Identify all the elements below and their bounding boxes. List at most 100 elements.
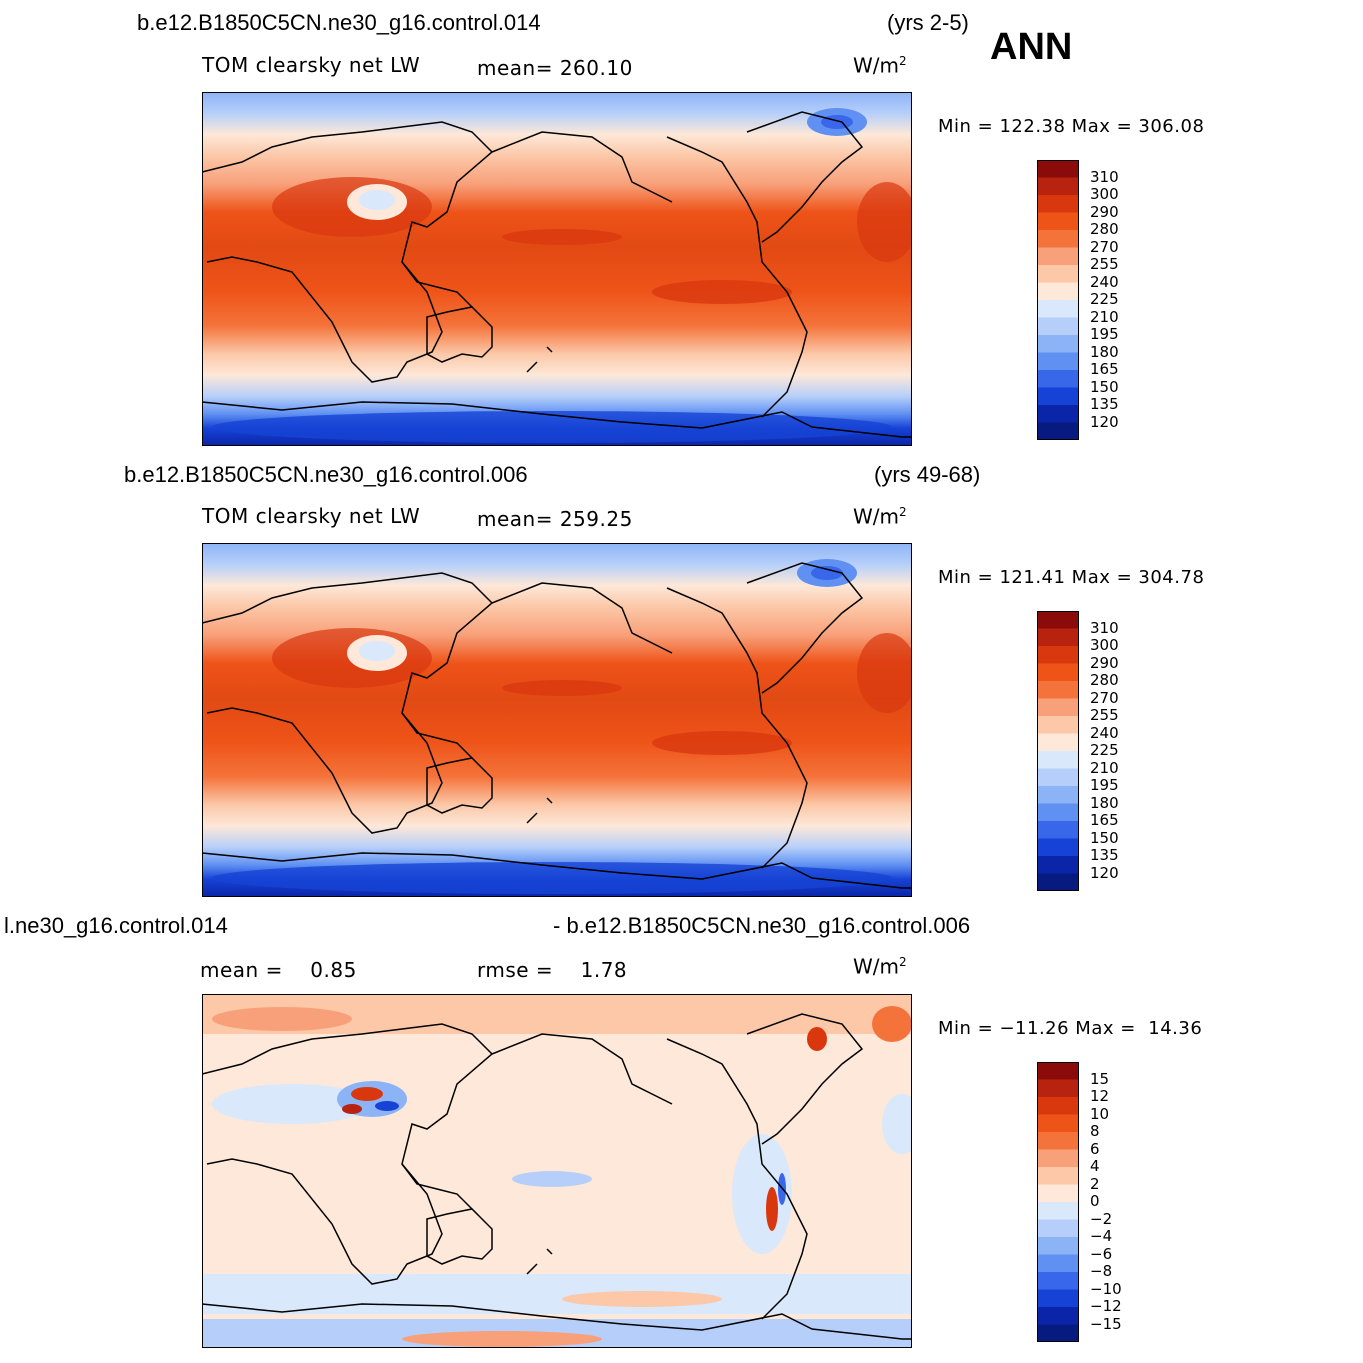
colorbar-box (1037, 370, 1079, 388)
colorbar-label: −12 (1090, 1297, 1122, 1315)
panel3-case-title: l.ne30_g16.control.014 (4, 913, 228, 938)
panel3-minmax: Min = −11.26 Max = 14.36 (938, 1018, 1203, 1039)
colorbar-label: 240 (1090, 723, 1119, 742)
colorbar-box (1037, 387, 1079, 406)
colorbar-box (1037, 803, 1079, 822)
colorbar-box (1037, 681, 1079, 699)
colorbar-box (1037, 1272, 1079, 1290)
panel2-years: (yrs 49-68) (874, 462, 981, 487)
colorbar-box (1037, 1132, 1079, 1150)
colorbar-label: 290 (1090, 202, 1119, 221)
panel3-map (202, 994, 912, 1348)
colorbar-box (1037, 628, 1079, 647)
panel1-map (202, 92, 912, 446)
colorbar-label: 12 (1090, 1087, 1110, 1105)
panel3-units: W/m2 (853, 954, 907, 979)
colorbar-label: 0 (1090, 1192, 1100, 1210)
colorbar-label: −8 (1090, 1262, 1113, 1280)
colorbar-box (1037, 160, 1079, 178)
colorbar-label: 255 (1090, 255, 1119, 273)
colorbar-label: 165 (1090, 360, 1119, 378)
colorbar-box (1037, 1219, 1079, 1238)
colorbar-label: 210 (1090, 758, 1119, 777)
colorbar-label: 165 (1090, 811, 1119, 829)
colorbar-box (1037, 698, 1079, 717)
panel3-mean: mean = 0.85 (200, 958, 357, 982)
colorbar-label: 225 (1090, 290, 1119, 308)
colorbar-box (1037, 352, 1079, 371)
colorbar-label: 255 (1090, 706, 1119, 724)
colorbar-box (1037, 1062, 1079, 1080)
colorbar-box (1037, 1184, 1079, 1203)
colorbar-box (1037, 230, 1079, 248)
colorbar-box (1037, 1114, 1079, 1133)
colorbar-label: 15 (1090, 1069, 1110, 1088)
colorbar-box (1037, 751, 1079, 769)
panel2-map (202, 543, 912, 897)
colorbar-label: −6 (1090, 1244, 1113, 1263)
colorbar-box (1037, 663, 1079, 682)
colorbar-label: 225 (1090, 741, 1119, 759)
colorbar-label: 8 (1090, 1122, 1100, 1140)
panel3-minus-case: - b.e12.B1850C5CN.ne30_g16.control.006 (553, 913, 971, 938)
panel2-units: W/m2 (853, 504, 907, 529)
colorbar-label: −2 (1090, 1209, 1113, 1228)
colorbar-label: 240 (1090, 272, 1119, 291)
panel3-rmse: rmse = 1.78 (477, 958, 628, 982)
colorbar-box (1037, 786, 1079, 804)
colorbar-box (1037, 405, 1079, 423)
colorbar-label: 10 (1090, 1104, 1110, 1123)
panel1-mean: mean= 260.10 (477, 56, 633, 80)
colorbar-box (1037, 838, 1079, 857)
colorbar-box (1037, 247, 1079, 266)
colorbar-label: 300 (1090, 636, 1119, 654)
colorbar-box (1037, 733, 1079, 752)
colorbar-box (1037, 335, 1079, 353)
colorbar-label: 120 (1090, 863, 1119, 882)
colorbar-label: 180 (1090, 342, 1119, 361)
colorbar-label: 180 (1090, 793, 1119, 812)
colorbar-label: 280 (1090, 220, 1119, 238)
colorbar-box (1037, 821, 1079, 839)
colorbar-label: 2 (1090, 1174, 1100, 1193)
colorbar-label: 135 (1090, 395, 1119, 413)
panel1-years: (yrs 2-5) (887, 10, 969, 35)
colorbar-box (1037, 768, 1079, 787)
panel1-units: W/m2 (853, 53, 907, 78)
colorbar-box (1037, 646, 1079, 664)
colorbar-box (1037, 177, 1079, 196)
colorbar-label: 195 (1090, 325, 1119, 343)
colorbar-box (1037, 716, 1079, 734)
panel2-case-title: b.e12.B1850C5CN.ne30_g16.control.006 (124, 462, 528, 487)
panel2-variable: TOM clearsky net LW (202, 504, 421, 528)
panel1-variable: TOM clearsky net LW (202, 53, 421, 77)
colorbar-box (1037, 1167, 1079, 1185)
colorbar-box (1037, 1237, 1079, 1255)
colorbar-box (1037, 1254, 1079, 1273)
colorbar-label: 210 (1090, 307, 1119, 326)
colorbar-label: 120 (1090, 412, 1119, 431)
colorbar-box (1037, 856, 1079, 874)
colorbar-label: 6 (1090, 1139, 1100, 1158)
season-label: ANN (990, 26, 1073, 68)
colorbar-box (1037, 282, 1079, 301)
panel1-case-title: b.e12.B1850C5CN.ne30_g16.control.014 (137, 10, 541, 35)
colorbar-label: 150 (1090, 828, 1119, 847)
panel1-colorbar (1037, 160, 1079, 440)
colorbar-label: 270 (1090, 688, 1119, 707)
colorbar-label: 280 (1090, 671, 1119, 689)
panel2-mean: mean= 259.25 (477, 507, 633, 531)
colorbar-label: 310 (1090, 618, 1119, 637)
colorbar-box (1037, 1149, 1079, 1168)
colorbar-label: −15 (1090, 1314, 1122, 1333)
panel3-colorbar (1037, 1062, 1079, 1342)
colorbar-label: 300 (1090, 185, 1119, 203)
colorbar-label: 195 (1090, 776, 1119, 794)
colorbar-box (1037, 1307, 1079, 1325)
colorbar-box (1037, 265, 1079, 283)
colorbar-box (1037, 1097, 1079, 1115)
colorbar-box (1037, 317, 1079, 336)
colorbar-label: 290 (1090, 653, 1119, 672)
colorbar-box (1037, 195, 1079, 213)
panel2-minmax: Min = 121.41 Max = 304.78 (938, 567, 1205, 588)
